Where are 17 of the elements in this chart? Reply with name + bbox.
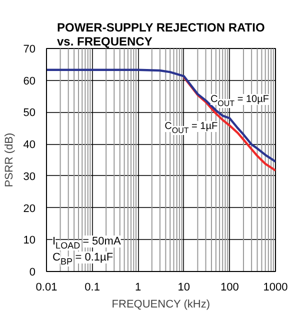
x-tick-label: 1 — [135, 282, 142, 294]
y-tick-label: 20 — [23, 202, 36, 215]
x-tick-label: 0.01 — [36, 282, 58, 294]
y-axis-title: PSRR (dB) — [3, 132, 16, 188]
y-tick-label: 40 — [23, 139, 36, 152]
y-tick-label: 0 — [29, 266, 36, 278]
y-tick-label: 30 — [23, 170, 36, 183]
x-tick-label: 1000 — [263, 282, 288, 294]
x-axis-title: FREQUENCY (kHz) — [112, 298, 210, 310]
x-tick-label: 0.1 — [84, 282, 100, 294]
x-tick-label: 100 — [220, 282, 239, 294]
y-tick-label: 70 — [23, 44, 36, 56]
y-tick-label: 10 — [23, 234, 36, 247]
x-tick-label: 10 — [178, 282, 190, 294]
y-tick-label: 50 — [23, 107, 36, 120]
chart-title: POWER-SUPPLY REJECTION RATIO vs. FREQUENCY — [56, 20, 265, 48]
y-tick-label: 60 — [23, 75, 36, 88]
